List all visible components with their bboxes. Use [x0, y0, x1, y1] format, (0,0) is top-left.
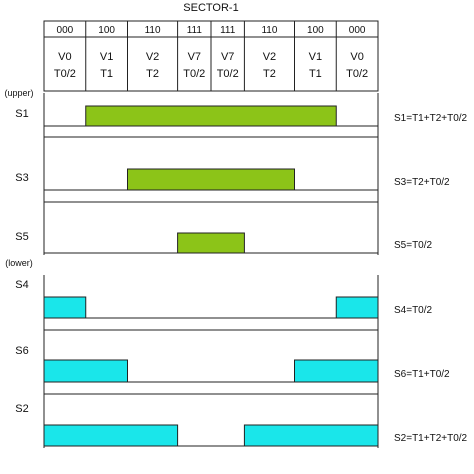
segment-time: T0/2 [217, 68, 239, 80]
s5-equation: S5=T0/2 [394, 240, 433, 251]
segment-vector: V0 [58, 51, 71, 63]
segment-code: 111 [187, 25, 203, 36]
segment-time: T0/2 [346, 68, 368, 80]
segment-vector: V1 [309, 51, 322, 63]
s2-pulse [243, 424, 379, 447]
s1-equation: S1=T1+T2+T0/2 [394, 113, 468, 124]
s4-pulse [335, 296, 379, 319]
segment-vector: V7 [221, 51, 234, 63]
s6-pulse [294, 359, 379, 383]
s6-equation: S6=T1+T0/2 [394, 369, 450, 380]
segment-vector: V2 [146, 51, 159, 63]
s5-pulse [177, 232, 245, 254]
upper-group-label: (upper) [4, 88, 33, 98]
s1-pulse [85, 105, 337, 127]
s2-pulse [43, 424, 179, 447]
s1-label: S1 [15, 108, 28, 120]
sector-title: SECTOR-1 [183, 2, 238, 14]
segment-time: T0/2 [54, 68, 76, 80]
segment-code: 000 [57, 25, 74, 36]
segment-code: 110 [145, 25, 161, 36]
segment-vector: V1 [100, 51, 113, 63]
segment-time: T2 [146, 68, 159, 80]
s2-equation: S2=T1+T2+T0/2 [394, 433, 468, 444]
s3-label: S3 [15, 172, 28, 184]
s6-pulse [43, 359, 128, 383]
segment-vector: V0 [350, 51, 363, 63]
segment-code: 100 [307, 25, 324, 36]
lower-group-label: (lower) [5, 258, 33, 268]
segment-vector: V7 [188, 51, 201, 63]
s3-equation: S3=T2+T0/2 [394, 177, 450, 188]
segment-time: T2 [263, 68, 276, 80]
s4-pulse [43, 296, 87, 319]
segment-vector: V2 [263, 51, 276, 63]
segment-time: T1 [309, 68, 322, 80]
sector-header-table: 000 V0 T0/2 100 V1 T1 110 V2 T2 111 V7 T0/2 111 V7 T0/… [43, 20, 379, 92]
segment-time: T0/2 [183, 68, 205, 80]
segment-code: 110 [261, 25, 277, 36]
s3-pulse [127, 168, 295, 191]
s6-label: S6 [15, 345, 28, 357]
segment-code: 111 [220, 25, 236, 36]
s4-label: S4 [15, 279, 28, 291]
switch-waveforms: (upper) (lower) S1 S1=T1+T2+T0/2 S3 S3=T2+T0/… [4, 88, 468, 448]
s5-label: S5 [15, 231, 28, 243]
segment-time: T1 [100, 68, 113, 80]
s2-label: S2 [15, 403, 28, 415]
s4-equation: S4=T0/2 [394, 305, 433, 316]
segment-code: 100 [98, 25, 115, 36]
segment-code: 000 [349, 25, 366, 36]
